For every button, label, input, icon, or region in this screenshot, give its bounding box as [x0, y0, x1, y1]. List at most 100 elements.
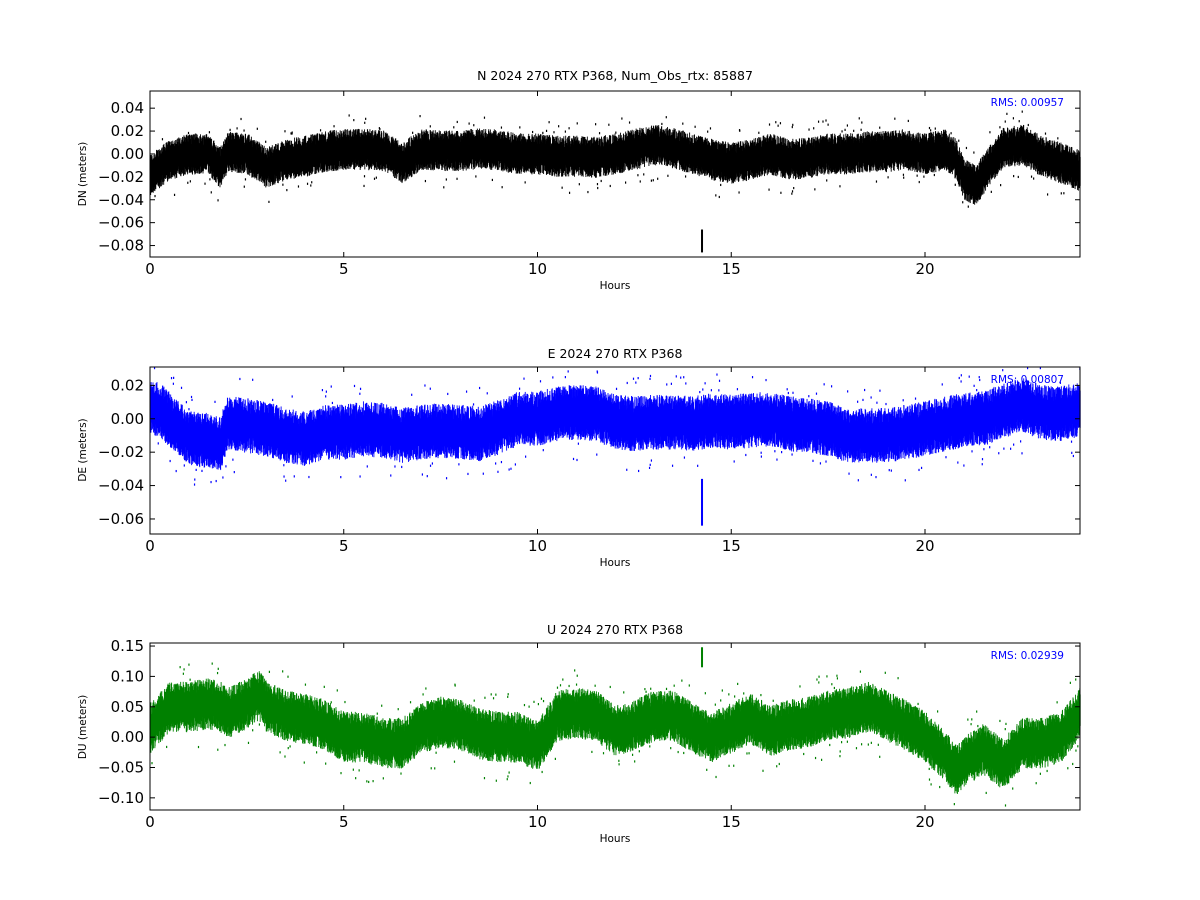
- data-point: [568, 191, 571, 194]
- data-point: [615, 131, 617, 134]
- data-point: [311, 181, 313, 184]
- data-point: [933, 173, 935, 177]
- data-point: [291, 395, 293, 398]
- data-point: [707, 130, 709, 133]
- data-point: [256, 127, 258, 130]
- data-point: [483, 116, 486, 119]
- data-point: [600, 179, 602, 183]
- data-point: [902, 173, 905, 176]
- data-point: [233, 471, 235, 474]
- data-point: [191, 398, 193, 402]
- data-point: [879, 126, 881, 129]
- rms-annotation: RMS: 0.00957: [991, 97, 1064, 109]
- data-point: [424, 179, 427, 183]
- data-point: [153, 367, 156, 370]
- data-point: [791, 192, 793, 195]
- data-point: [187, 181, 189, 184]
- data-point: [597, 186, 599, 190]
- data-point: [204, 182, 206, 185]
- data-point: [1013, 174, 1015, 178]
- y-tick-label: 0.00: [111, 145, 144, 163]
- data-point: [1044, 132, 1047, 135]
- data-point: [183, 464, 185, 467]
- data-point: [954, 183, 956, 186]
- data-point: [916, 174, 918, 177]
- data-point: [609, 184, 611, 188]
- data-point: [187, 131, 190, 135]
- data-point: [1006, 112, 1008, 115]
- data-point: [282, 183, 284, 186]
- data-point: [189, 180, 191, 183]
- data-point: [412, 131, 414, 134]
- data-point: [650, 179, 653, 182]
- data-point: [170, 377, 173, 380]
- data-point: [1046, 193, 1049, 196]
- data-point: [587, 190, 589, 194]
- panel-east: E 2024 270 RTX P368 RMS: 0.00807 Hours D…: [77, 346, 1081, 569]
- data-point: [825, 119, 827, 122]
- data-point: [1060, 192, 1062, 195]
- data-point: [817, 120, 820, 123]
- data-point: [779, 122, 782, 125]
- data-point: [841, 130, 843, 133]
- data-point: [265, 140, 267, 143]
- data-point: [154, 194, 156, 198]
- data-point: [308, 475, 310, 479]
- data-point: [429, 125, 431, 128]
- data-point: [894, 117, 896, 120]
- y-ticks: 0.040.020.00−0.02−0.04−0.06−0.08: [98, 99, 1080, 255]
- data-point: [519, 126, 521, 129]
- data-point: [210, 480, 212, 484]
- data-point: [195, 468, 197, 471]
- data-point: [532, 130, 534, 134]
- data-point: [965, 146, 968, 150]
- data-point: [682, 122, 684, 125]
- data-point: [209, 178, 211, 181]
- data-point: [875, 180, 878, 183]
- data-point: [208, 131, 211, 134]
- data-point: [715, 194, 717, 197]
- data-point: [286, 188, 288, 192]
- data-point: [576, 122, 578, 125]
- data-point: [720, 183, 722, 187]
- data-point: [453, 126, 455, 129]
- data-point: [214, 400, 216, 403]
- data-point: [348, 114, 350, 117]
- data-point: [194, 478, 196, 481]
- data-point: [768, 123, 771, 126]
- data-point: [445, 178, 447, 181]
- data-point: [201, 469, 203, 473]
- data-point: [643, 173, 645, 176]
- data-point: [903, 176, 905, 179]
- data-point: [353, 119, 355, 122]
- data-point: [558, 125, 560, 128]
- data-point: [694, 125, 696, 128]
- data-point: [456, 177, 458, 180]
- data-point: [190, 395, 193, 399]
- data-point: [243, 185, 245, 188]
- chart-title: E 2024 270 RTX P368: [548, 346, 683, 361]
- data-point: [553, 131, 555, 134]
- data-point: [297, 185, 300, 188]
- x-tick-label: 5: [339, 260, 349, 278]
- data-point: [293, 475, 295, 478]
- data-point: [215, 479, 217, 483]
- data-point: [637, 174, 639, 177]
- data-point: [628, 121, 631, 124]
- data-point: [813, 127, 815, 130]
- data-point: [793, 186, 795, 190]
- data-point: [175, 469, 177, 473]
- data-point: [222, 476, 224, 479]
- data-point: [564, 130, 566, 133]
- data-point: [240, 117, 242, 121]
- data-point: [861, 121, 863, 124]
- data-point: [887, 176, 889, 179]
- panel-north: N 2024 270 RTX P368, Num_Obs_rtx: 85887 …: [77, 68, 1081, 292]
- y-tick-label: −0.02: [98, 168, 144, 186]
- data-point: [989, 131, 991, 134]
- data-point: [321, 389, 324, 392]
- data-point: [185, 401, 188, 404]
- y-tick-label: 0.04: [111, 99, 144, 117]
- data-point: [907, 119, 909, 123]
